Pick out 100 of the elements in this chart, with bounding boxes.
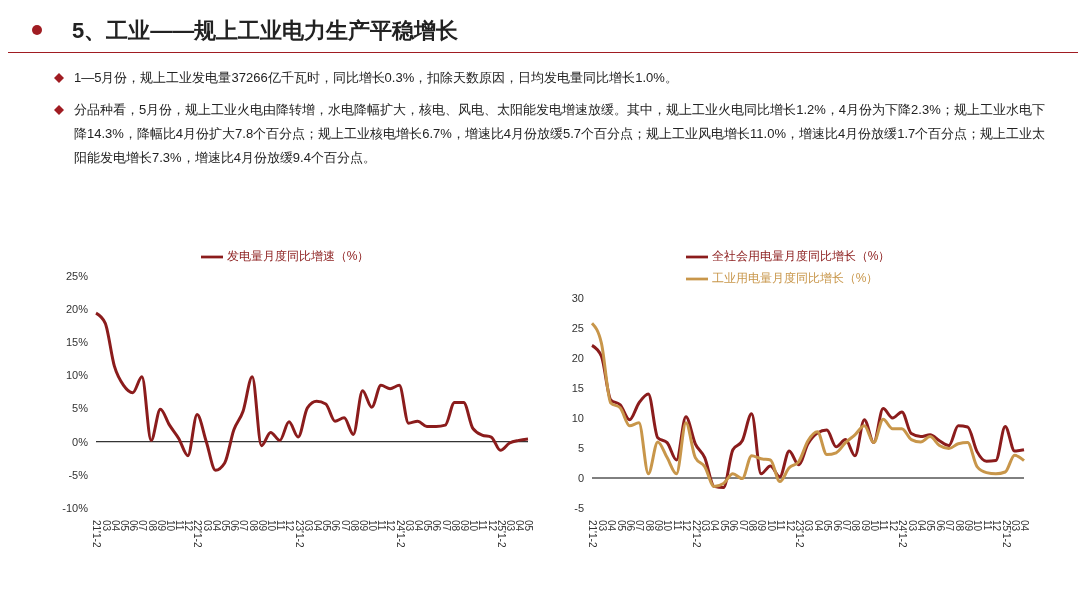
x-tick-label: 06 (934, 520, 946, 532)
legend-label: 发电量月度同比增速（%） (226, 249, 370, 264)
x-tick-label: 03 (906, 520, 918, 532)
x-tick-label: 06 (330, 520, 342, 532)
x-tick-label: 11 (775, 520, 787, 531)
x-tick-label: 11 (477, 520, 489, 531)
x-tick-label: 05 (220, 520, 232, 532)
x-tick-label: 04 (413, 520, 425, 532)
x-tick-label: 06 (431, 520, 443, 532)
x-tick-label: 24'1-2 (897, 520, 909, 548)
x-tick-label: 11 (981, 520, 993, 531)
text: 1—5月份，规上工业发电量37266亿千瓦时，同比增长0.3%，扣除天数原因，日均发电量同比增长1.0%。 (74, 70, 678, 85)
x-tick-label: 10 (266, 520, 277, 532)
x-tick-label: 22'1-2 (690, 520, 702, 548)
x-tick-label: 12 (991, 520, 1003, 532)
x-tick-label: 08 (449, 520, 461, 532)
y-tick-label: 5% (72, 402, 89, 415)
y-tick-label: 30 (571, 291, 584, 304)
x-tick-label: 09 (653, 520, 665, 532)
x-tick-label: 09 (155, 520, 167, 532)
x-tick-label: 03 (302, 520, 314, 532)
text: 5、工业——规上工业电力生产平稳增长 (72, 17, 459, 45)
x-tick-label: 21'1-2 (91, 520, 103, 548)
x-tick-label: 04 (514, 520, 526, 532)
x-tick-label: 10 (662, 520, 674, 532)
x-tick-label: 12 (284, 520, 296, 532)
y-tick-label: 5 (577, 441, 584, 454)
x-tick-label: 11 (878, 520, 890, 531)
x-tick-label: 25'1-2 (495, 520, 507, 548)
x-tick-label: 07 (339, 520, 351, 532)
x-tick-label: 21'1-2 (587, 520, 599, 548)
y-tick-label: 25 (571, 321, 584, 334)
y-tick-label: 10 (571, 411, 584, 424)
x-tick-label: 07 (137, 520, 149, 532)
x-tick-label: 08 (146, 520, 158, 532)
x-tick-label: 05 (523, 520, 535, 532)
x-tick-label: 12 (486, 520, 498, 532)
x-tick-label: 06 (624, 520, 636, 532)
x-tick-label: 23'1-2 (793, 520, 805, 548)
x-tick-label: 06 (229, 520, 241, 532)
x-tick-label: 08 (850, 520, 862, 532)
x-tick-label: 11 (376, 520, 388, 531)
x-tick-label: 10 (765, 520, 777, 532)
y-tick-label: -10% (62, 501, 89, 514)
x-tick-label: 04 (109, 520, 121, 532)
x-tick-label: 12 (887, 520, 899, 532)
x-tick-label: 12 (183, 520, 195, 532)
x-tick-label: 22'1-2 (192, 520, 204, 548)
x-tick-label: 07 (737, 520, 749, 532)
x-tick-label: 06 (128, 520, 140, 532)
x-tick-label: 09 (963, 520, 975, 532)
x-tick-label: 05 (718, 520, 730, 532)
x-tick-label: 05 (321, 520, 333, 532)
x-tick-label: 07 (840, 520, 852, 532)
x-tick-label: 25'1-2 (1000, 520, 1012, 548)
x-tick-label: 08 (747, 520, 759, 532)
x-tick-label: 04 (1019, 520, 1031, 532)
x-tick-label: 04 (311, 520, 323, 532)
x-tick-label: 10 (367, 520, 379, 532)
x-tick-label: 10 (869, 520, 881, 532)
x-tick-label: 08 (348, 520, 360, 532)
x-tick-label: 23'1-2 (293, 520, 305, 548)
y-tick-label: 25% (65, 269, 89, 282)
x-tick-label: 05 (615, 520, 627, 532)
x-tick-label: 08 (953, 520, 965, 532)
x-tick-label: 09 (256, 520, 268, 532)
x-tick-label: 05 (422, 520, 434, 532)
x-tick-label: 09 (357, 520, 369, 532)
x-tick-label: 05 (822, 520, 834, 532)
x-tick-label: 09 (859, 520, 871, 532)
legend-label: 全社会用电量月度同比增长（%） (711, 249, 891, 264)
x-tick-label: 03 (403, 520, 415, 532)
y-tick-label: -5 (574, 501, 584, 514)
x-tick-label: 06 (831, 520, 843, 532)
x-tick-label: 03 (1009, 520, 1021, 532)
x-tick-label: 11 (275, 520, 287, 531)
x-tick-label: 11 (671, 520, 683, 531)
x-tick-label: 09 (756, 520, 768, 532)
x-tick-label: 09 (459, 520, 471, 532)
x-tick-label: 12 (681, 520, 693, 532)
x-tick-label: 04 (916, 520, 928, 532)
y-tick-label: 20% (65, 303, 89, 316)
x-tick-label: 03 (596, 520, 608, 532)
x-tick-label: 12 (784, 520, 796, 532)
x-tick-label: 10 (972, 520, 984, 532)
x-tick-label: 03 (100, 520, 112, 532)
x-tick-label: 03 (803, 520, 815, 532)
legend-label: 工业用电量月度同比增长（%） (711, 271, 879, 286)
x-tick-label: 03 (201, 520, 213, 532)
x-tick-label: 04 (709, 520, 721, 532)
x-tick-label: 12 (385, 520, 397, 532)
text: 分品种看，5月份，规上工业火电由降转增，水电降幅扩大，核电、风电、太阳能发电增速放缓。其中，规上工业火电同比增长1.2%，4月份为下降2.3%；规上工业水电下降14.3%，降幅比4月份扩大7.8个百分点；规上工业核电增长6.7%，增速比4月份放缓5.7个百分点；规上工业风电增长11.0%，增速比4月份放缓1.7个百分点；规上工业太阳能发电增长7.3%，增速比4月份放缓9.4个百分点。 (74, 102, 1046, 165)
x-tick-label: 07 (440, 520, 452, 532)
x-tick-label: 08 (643, 520, 655, 532)
x-tick-label: 03 (700, 520, 712, 532)
x-tick-label: 05 (118, 520, 130, 532)
x-tick-label: 10 (164, 520, 176, 532)
x-tick-label: 11 (174, 520, 186, 531)
y-tick-label: 15 (571, 381, 584, 394)
x-tick-label: 06 (728, 520, 740, 532)
